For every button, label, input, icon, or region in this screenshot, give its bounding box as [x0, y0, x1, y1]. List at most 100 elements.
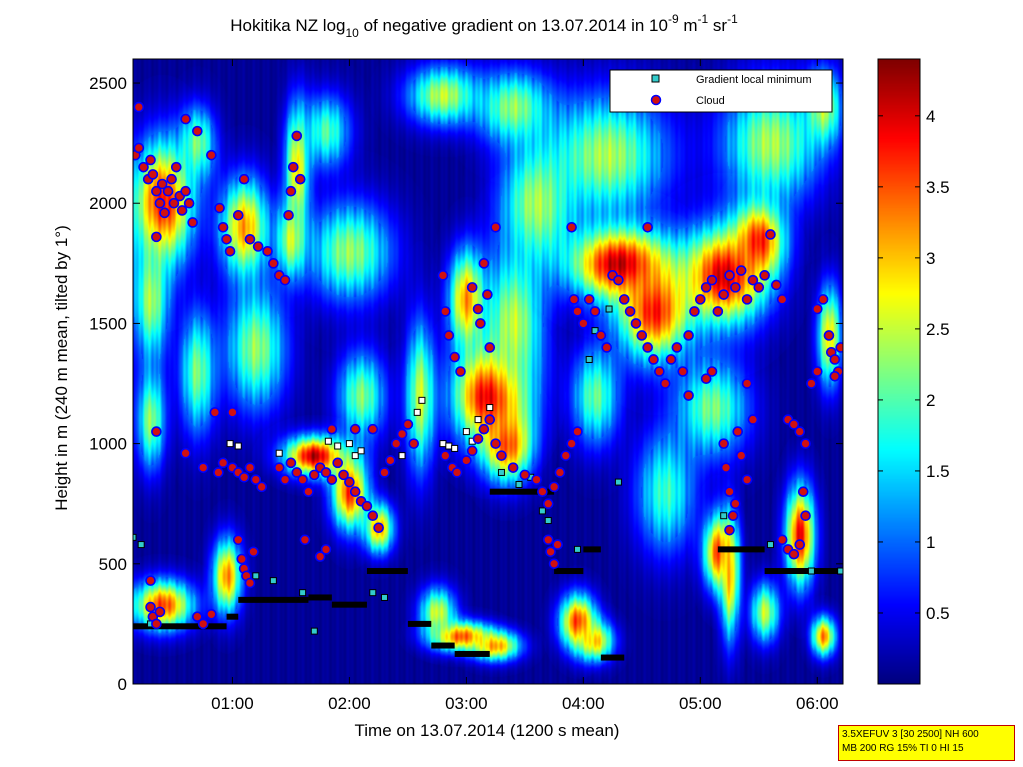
cloud-point — [437, 270, 449, 281]
cloud-point — [332, 457, 343, 469]
gradient-minimum-point — [299, 589, 307, 597]
cloud-point — [478, 258, 490, 269]
cloud-point — [624, 306, 636, 317]
cloud-point — [147, 169, 159, 180]
gradient-minimum-point — [515, 480, 523, 488]
cloud-point — [291, 130, 303, 142]
gradient-minimum-point — [573, 545, 581, 553]
gradient-minimum-segment — [431, 642, 455, 649]
cloud-point — [683, 330, 694, 341]
cloud-point — [197, 618, 209, 630]
cloud-point — [654, 366, 665, 377]
cloud-point — [402, 419, 414, 430]
cloud-point — [776, 534, 788, 546]
cloud-point — [683, 390, 694, 401]
cloud-point — [192, 125, 203, 137]
cloud-point — [618, 294, 630, 305]
cloud-point — [568, 294, 580, 305]
legend-marker-gradient-minimum — [651, 74, 660, 83]
cloud-point — [273, 462, 285, 473]
cloud-point — [642, 221, 653, 233]
gradient-minimum-segment — [583, 546, 601, 553]
cloud-point — [279, 474, 291, 485]
gradient-minimum-point — [462, 428, 470, 436]
gradient-minimum-point — [334, 442, 342, 450]
cloud-point — [552, 539, 563, 550]
cloud-point — [297, 474, 308, 485]
gradient-minimum-point — [544, 517, 552, 525]
plot-area — [133, 59, 843, 684]
gradient-minimum-point — [324, 437, 332, 445]
gradient-minimum-point — [486, 404, 494, 412]
cloud-point — [484, 342, 496, 353]
cloud-point — [349, 486, 361, 497]
cloud-point — [180, 447, 191, 459]
cloud-point — [630, 318, 642, 329]
cloud-point — [636, 330, 648, 341]
gradient-minimum-segment — [366, 568, 408, 575]
cloud-point — [197, 462, 209, 473]
cloud-point — [788, 419, 800, 430]
cloud-point — [224, 246, 236, 257]
cloud-point — [159, 207, 170, 219]
gradient-minimum-point — [137, 541, 145, 549]
cloud-point — [455, 366, 466, 377]
gradient-minimum-points — [133, 305, 843, 635]
cloud-point — [771, 279, 782, 291]
gradient-minimum-point — [837, 567, 843, 575]
colorbar-tick-label: 2.5 — [926, 320, 950, 339]
cloud-point — [496, 450, 507, 461]
cloud-point — [472, 303, 484, 315]
x-tick-label: 05:00 — [679, 694, 722, 713]
gradient-minimum-point — [398, 452, 406, 460]
colorbar-frame — [877, 58, 921, 685]
cloud-point — [294, 173, 306, 185]
cloud-point — [720, 462, 732, 473]
colorbar-tick-label: 2 — [926, 391, 935, 410]
x-tick-label: 04:00 — [562, 694, 605, 713]
cloud-point — [238, 471, 250, 483]
gradient-minimum-point — [234, 442, 242, 450]
cloud-point — [806, 378, 817, 389]
gradient-minimum-point — [413, 408, 421, 416]
cloud-point — [566, 438, 577, 449]
cloud-point — [811, 366, 823, 377]
cloud-point — [187, 217, 198, 228]
y-tick-label: 2000 — [89, 194, 127, 213]
cloud-point — [168, 197, 180, 209]
cloud-point — [548, 481, 560, 493]
cloud-point — [326, 474, 338, 485]
cloud-point — [811, 303, 823, 315]
colorbar-tick-label: 4 — [926, 107, 935, 126]
plot-frame — [132, 58, 844, 685]
cloud-point — [800, 438, 811, 449]
gradient-minimum-segment — [331, 601, 367, 608]
cloud-point — [601, 342, 613, 353]
cloud-point — [440, 450, 451, 461]
legend-label-cloud: Cloud — [696, 95, 725, 107]
cloud-point — [794, 539, 806, 550]
x-axis-ticks: 01:00 02:00 03:00 04:00 05:00 06:00 — [211, 59, 839, 713]
cloud-point — [572, 306, 583, 317]
colorbar-gradient — [878, 59, 920, 684]
x-axis-label: Time on 13.07.2014 (1200 s mean) — [355, 721, 620, 740]
cloud-point — [797, 486, 809, 497]
cloud-point — [303, 486, 314, 497]
cloud-point — [326, 423, 338, 435]
cloud-point — [236, 553, 248, 565]
cloud-point — [753, 282, 765, 293]
cloud-point — [545, 546, 556, 558]
legend: Gradient local minimum Cloud — [609, 69, 833, 113]
gradient-minimum-point — [252, 572, 260, 580]
cloud-point — [829, 354, 841, 365]
cloud-point — [145, 601, 156, 613]
cloud-point — [490, 438, 501, 449]
cloud-point — [665, 354, 677, 365]
cloud-point — [642, 342, 653, 353]
cloud-point — [671, 342, 683, 353]
cloud-point — [794, 426, 806, 437]
legend-marker-cloud — [650, 94, 662, 106]
cloud-point — [232, 209, 244, 221]
cloud-point — [730, 282, 741, 293]
gradient-minimum-segment — [717, 546, 765, 553]
